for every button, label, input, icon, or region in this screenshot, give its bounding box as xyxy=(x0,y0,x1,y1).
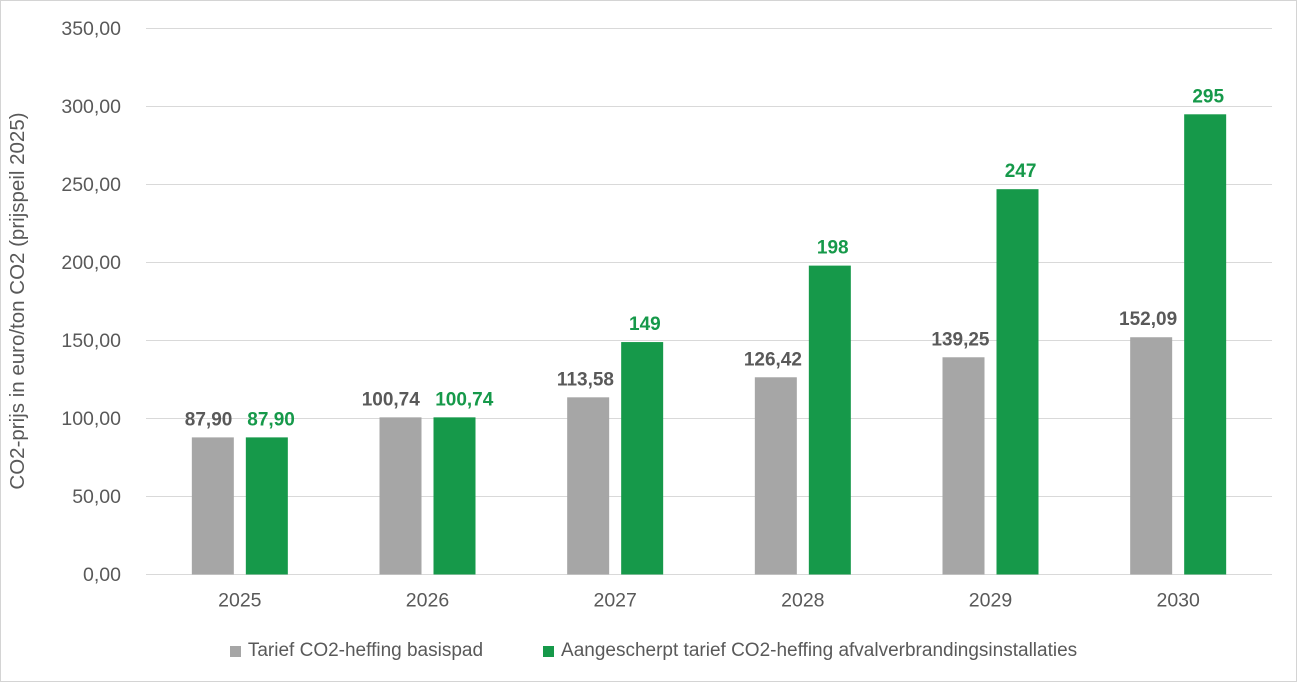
svg-text:2027: 2027 xyxy=(593,590,636,612)
svg-text:149: 149 xyxy=(629,314,661,335)
svg-text:150,00: 150,00 xyxy=(61,330,121,352)
svg-text:139,25: 139,25 xyxy=(931,329,990,350)
svg-text:300,00: 300,00 xyxy=(61,96,121,118)
svg-text:50,00: 50,00 xyxy=(72,486,121,508)
svg-text:198: 198 xyxy=(817,238,849,259)
svg-text:2026: 2026 xyxy=(406,590,449,612)
svg-text:0,00: 0,00 xyxy=(83,564,121,586)
svg-text:87,90: 87,90 xyxy=(247,409,295,430)
svg-text:2029: 2029 xyxy=(969,590,1012,612)
svg-text:350,00: 350,00 xyxy=(61,18,121,40)
svg-text:200,00: 200,00 xyxy=(61,252,121,274)
svg-text:87,90: 87,90 xyxy=(185,409,233,430)
svg-text:2028: 2028 xyxy=(781,590,824,612)
svg-text:100,74: 100,74 xyxy=(435,389,494,410)
svg-text:113,58: 113,58 xyxy=(557,369,614,390)
svg-text:247: 247 xyxy=(1005,161,1037,182)
svg-text:100,74: 100,74 xyxy=(362,389,421,410)
svg-text:2025: 2025 xyxy=(218,590,262,612)
svg-text:152,09: 152,09 xyxy=(1119,309,1177,330)
svg-text:295: 295 xyxy=(1192,86,1224,107)
svg-text:126,42: 126,42 xyxy=(744,349,802,370)
svg-text:2030: 2030 xyxy=(1156,590,1200,612)
svg-text:250,00: 250,00 xyxy=(61,174,121,196)
svg-text:100,00: 100,00 xyxy=(61,408,121,430)
